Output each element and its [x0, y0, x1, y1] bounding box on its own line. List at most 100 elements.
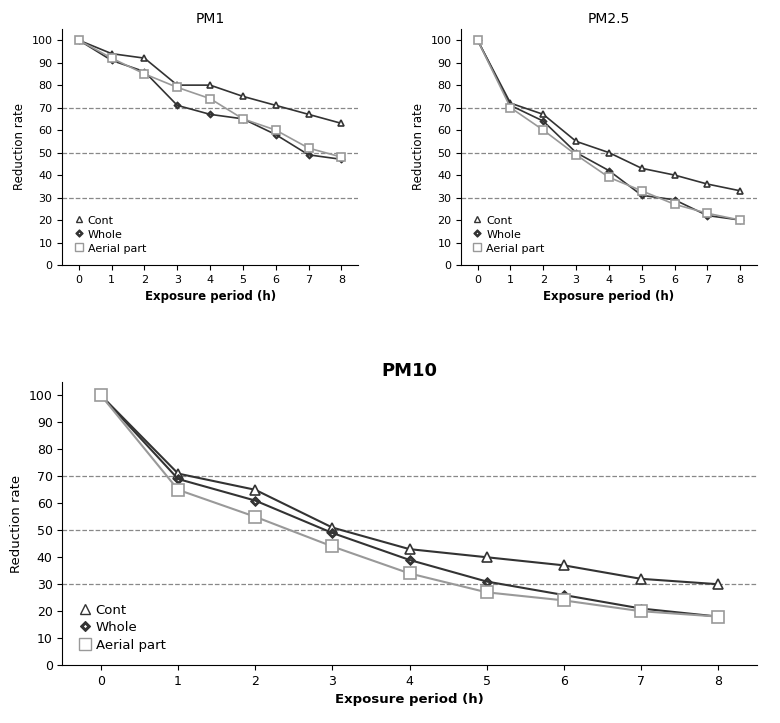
Whole: [271, 130, 281, 139]
Aerial part: [172, 83, 182, 92]
Whole: [337, 155, 346, 163]
Cont: [538, 110, 548, 119]
Cont: [140, 54, 149, 62]
Y-axis label: Reduction rate: Reduction rate: [13, 103, 26, 190]
Whole: [140, 67, 149, 76]
Whole: [505, 101, 515, 110]
Line: Cont: Cont: [76, 37, 345, 127]
Aerial part: [505, 103, 515, 112]
Whole: [107, 56, 116, 65]
Aerial part: [572, 150, 581, 159]
Whole: [328, 529, 337, 537]
Line: Cont: Cont: [474, 37, 743, 194]
Cont: [96, 391, 105, 400]
Whole: [304, 150, 314, 159]
Whole: [250, 496, 260, 505]
Whole: [637, 191, 647, 200]
Whole: [714, 612, 723, 621]
Title: PM1: PM1: [196, 12, 225, 26]
Whole: [205, 110, 215, 119]
Whole: [538, 117, 548, 126]
X-axis label: Exposure period (h): Exposure period (h): [544, 290, 675, 303]
Legend: Cont, Whole, Aerial part: Cont, Whole, Aerial part: [470, 211, 548, 257]
Whole: [604, 166, 614, 175]
Whole: [173, 475, 183, 484]
Whole: [636, 604, 646, 613]
Aerial part: [405, 569, 414, 578]
Aerial part: [473, 36, 482, 45]
Whole: [238, 114, 247, 123]
Cont: [172, 81, 182, 90]
Line: Whole: Whole: [474, 37, 743, 223]
Y-axis label: Reduction rate: Reduction rate: [10, 474, 23, 573]
Aerial part: [637, 187, 647, 195]
Aerial part: [328, 542, 337, 551]
Aerial part: [271, 126, 281, 134]
Cont: [74, 36, 83, 45]
Legend: Cont, Whole, Aerial part: Cont, Whole, Aerial part: [76, 599, 169, 656]
Whole: [172, 101, 182, 110]
Cont: [337, 119, 346, 128]
Cont: [250, 485, 260, 494]
Line: Whole: Whole: [76, 37, 345, 163]
Aerial part: [736, 215, 745, 224]
Whole: [559, 591, 569, 599]
Whole: [736, 215, 745, 224]
Aerial part: [714, 612, 723, 621]
Cont: [304, 110, 314, 119]
Aerial part: [250, 513, 260, 521]
Cont: [173, 469, 183, 478]
Cont: [604, 148, 614, 157]
Aerial part: [636, 607, 646, 615]
Cont: [328, 523, 337, 532]
Cont: [238, 92, 247, 100]
Cont: [703, 180, 712, 189]
Whole: [96, 391, 105, 400]
Cont: [405, 545, 414, 554]
Aerial part: [304, 144, 314, 153]
X-axis label: Exposure period (h): Exposure period (h): [144, 290, 275, 303]
Title: PM10: PM10: [381, 362, 438, 380]
Line: Whole: Whole: [96, 390, 723, 622]
X-axis label: Exposure period (h): Exposure period (h): [335, 693, 484, 706]
Cont: [473, 36, 482, 45]
Cont: [714, 580, 723, 589]
Whole: [482, 577, 491, 586]
Cont: [636, 575, 646, 583]
Aerial part: [482, 588, 491, 596]
Aerial part: [140, 69, 149, 78]
Aerial part: [559, 596, 569, 604]
Cont: [205, 81, 215, 90]
Whole: [405, 555, 414, 564]
Cont: [637, 164, 647, 173]
Aerial part: [604, 173, 614, 181]
Line: Aerial part: Aerial part: [75, 36, 346, 161]
Aerial part: [703, 209, 712, 218]
Line: Aerial part: Aerial part: [473, 36, 744, 224]
Title: PM2.5: PM2.5: [588, 12, 630, 26]
Whole: [74, 36, 83, 45]
Aerial part: [205, 94, 215, 103]
Whole: [703, 211, 712, 220]
Whole: [670, 195, 679, 204]
Line: Cont: Cont: [96, 390, 723, 589]
Aerial part: [337, 153, 346, 161]
Whole: [473, 36, 482, 45]
Cont: [271, 101, 281, 110]
Aerial part: [107, 54, 116, 62]
Cont: [559, 561, 569, 570]
Cont: [107, 49, 116, 58]
Cont: [572, 137, 581, 145]
Cont: [482, 553, 491, 562]
Line: Aerial part: Aerial part: [94, 389, 725, 623]
Cont: [670, 171, 679, 179]
Aerial part: [670, 200, 679, 209]
Legend: Cont, Whole, Aerial part: Cont, Whole, Aerial part: [71, 211, 149, 257]
Aerial part: [173, 485, 183, 494]
Cont: [505, 99, 515, 108]
Aerial part: [96, 391, 105, 400]
Aerial part: [538, 126, 548, 134]
Whole: [572, 148, 581, 157]
Y-axis label: Reduction rate: Reduction rate: [412, 103, 425, 190]
Aerial part: [74, 36, 83, 45]
